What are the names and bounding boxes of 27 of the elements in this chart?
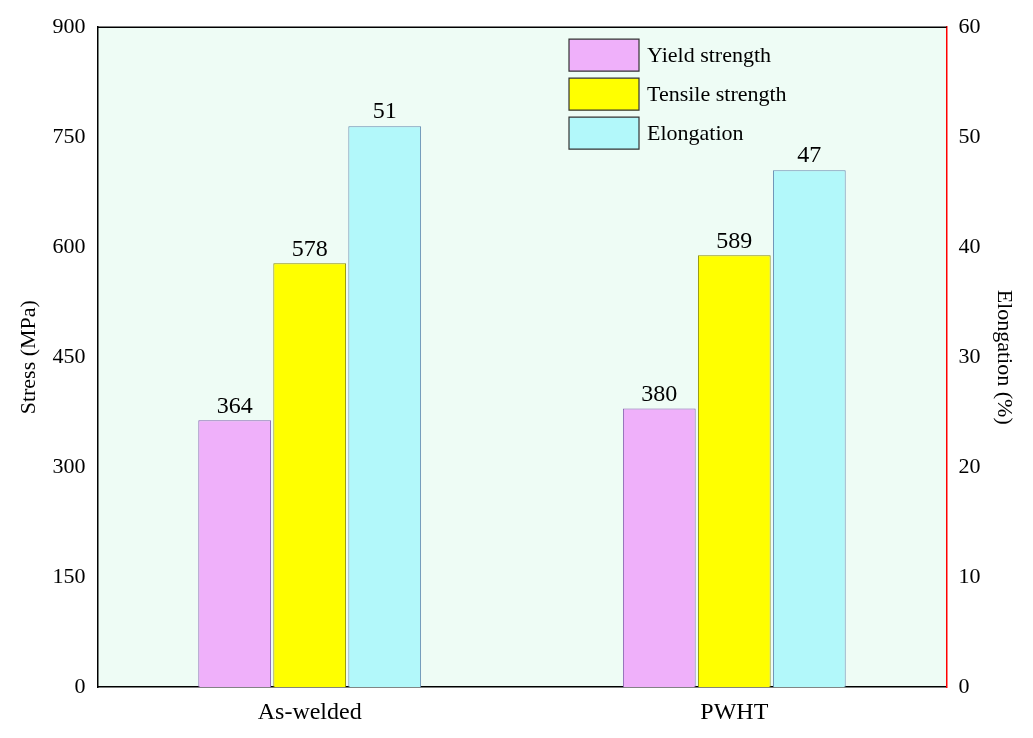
y-tick-label: 300	[52, 452, 86, 478]
y2-tick-label: 40	[958, 232, 981, 258]
legend-label: Yield strength	[647, 41, 772, 67]
y2-axis-title: Elongation (%)	[993, 289, 1019, 425]
y2-tick-label: 30	[958, 342, 981, 368]
y-tick-label: 0	[74, 672, 86, 698]
y-tick-label: 150	[52, 562, 86, 588]
data-label: 589	[716, 226, 753, 253]
x-tick-label: PWHT	[700, 697, 769, 724]
y-axis-title: Stress (MPa)	[14, 300, 40, 415]
y2-tick-label: 50	[958, 122, 981, 148]
y2-tick-label: 10	[958, 562, 981, 588]
y-tick-label: 750	[52, 122, 86, 148]
y-tick-label: 900	[52, 12, 86, 38]
y2-tick-label: 60	[958, 12, 981, 38]
data-label: 51	[372, 97, 397, 124]
y-tick-label: 450	[52, 342, 86, 368]
data-label: 380	[641, 379, 678, 406]
y2-tick-label: 20	[958, 452, 981, 478]
data-label: 364	[216, 391, 253, 418]
x-tick-label: As-welded	[257, 697, 362, 724]
data-label: 47	[797, 141, 822, 168]
y-tick-label: 600	[52, 232, 86, 258]
data-label: 578	[291, 234, 328, 261]
legend-label: Tensile strength	[647, 80, 787, 106]
y2-tick-label: 0	[958, 672, 970, 698]
legend-label: Elongation	[647, 119, 744, 145]
